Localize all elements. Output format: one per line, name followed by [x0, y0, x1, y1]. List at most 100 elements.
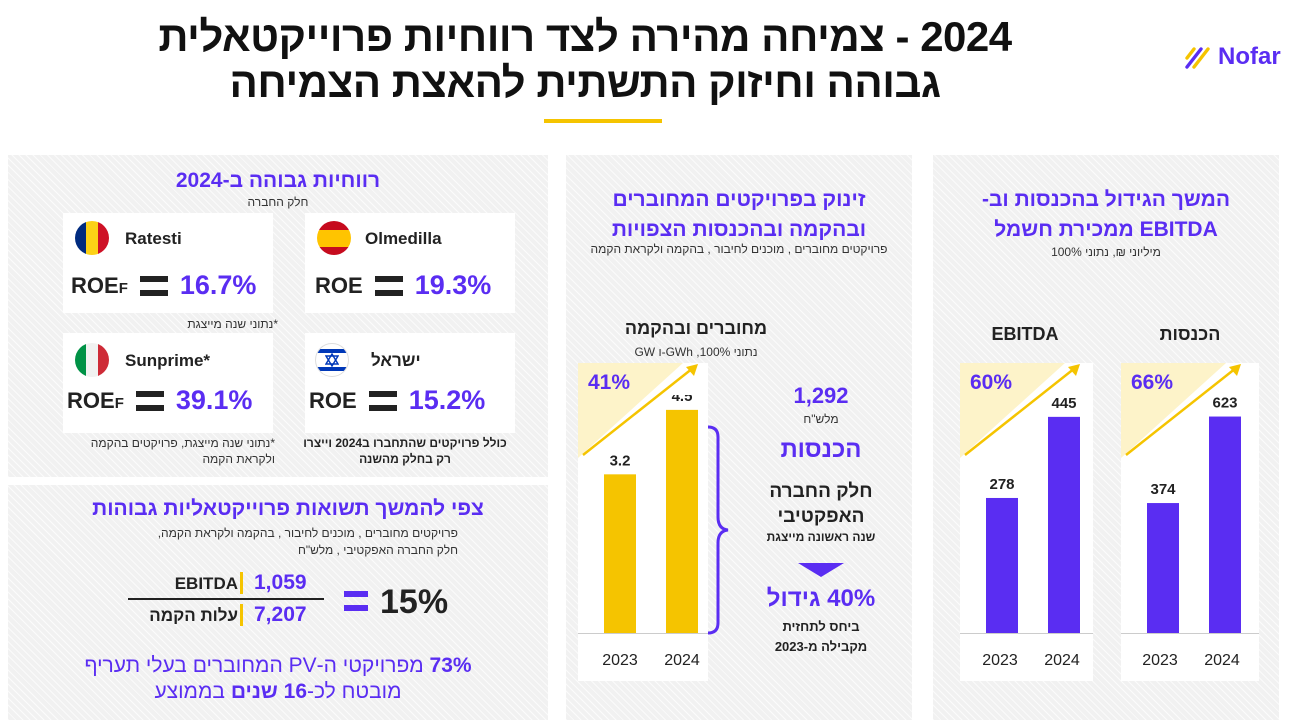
projects-value-label-2023: 3.2 — [610, 452, 631, 469]
title-underline — [544, 119, 662, 123]
projects-panel: זינוק בפרויקטים המחוברים ובהקמה ובהכנסות… — [566, 155, 912, 720]
ebitda-divider — [240, 572, 243, 594]
revenue-unit: מלש"ח — [803, 412, 839, 426]
note-israel: כולל פרויקטים שהתחברו ב2024 וייצרו רק בח… — [303, 436, 507, 466]
profitability-subtitle: חלק החברה — [247, 195, 309, 209]
roe-card-olmedilla: Olmedilla ROE 19.3% — [305, 213, 515, 313]
revenue-chart-title: הכנסות — [1159, 324, 1221, 344]
revenue-year-2023: 2023 — [1142, 652, 1178, 669]
revenues-title-line2: EBITDA ממכירת חשמל — [994, 218, 1218, 241]
share-note: שנה ראשונה מייצגת — [766, 530, 876, 544]
ebitda-baseline — [960, 633, 1093, 634]
roe-value-sunprime: 39.1% — [175, 385, 253, 415]
card-name-israel: ישראל — [371, 351, 421, 370]
revenue-bar-2023 — [1147, 503, 1179, 633]
ebitda-bar-2023 — [986, 497, 1018, 633]
roe-row-olmedilla: ROE 19.3% — [315, 270, 491, 301]
israel-flag-icon — [315, 343, 349, 377]
roe-card-sunprime: Sunprime* ROEF 39.1% — [63, 333, 273, 433]
projects-baseline — [578, 633, 708, 634]
spain-flag-icon — [317, 221, 351, 255]
note-ratesti: *נתוני שנה מייצגת — [187, 317, 278, 331]
equals-icon — [344, 591, 368, 611]
revenues-title: המשך הגידול בהכנסות וב- EBITDA ממכירת חש… — [933, 185, 1279, 245]
roe-card-ratesti: Ratesti ROEF 16.7% — [63, 213, 273, 313]
revenue-baseline — [1121, 633, 1259, 634]
returns-panel: צפי להמשך תשואות פרוייקטאליות גבוהות פרו… — [8, 485, 548, 720]
roe-label: ROE — [315, 272, 363, 298]
ebitda-chart-title: EBITDA — [991, 324, 1059, 344]
cost-label: עלות הקמה — [149, 606, 238, 625]
projects-bar-2024 — [666, 409, 698, 633]
ebitda-label: EBITDA — [174, 574, 238, 593]
growth-text: 40% גידול — [766, 585, 876, 612]
footer-line2-bold: 16 שנים — [230, 680, 308, 703]
projects-title-line1: זינוק בפרויקטים המחוברים — [612, 188, 866, 211]
revenues-title-line1: המשך הגידול בהכנסות וב- — [981, 188, 1231, 211]
equals-icon — [139, 275, 168, 296]
footer-pct: 73% — [429, 654, 472, 677]
ebitda-year-2024: 2024 — [1044, 652, 1080, 669]
returns-title: צפי להמשך תשואות פרוייקטאליות גבוהות — [92, 497, 484, 520]
revenue-value-label-2024: 623 — [1212, 395, 1237, 412]
return-ratio: 15% — [380, 583, 449, 621]
roe-row-israel: ROE 15.2% — [309, 385, 485, 416]
growth-note-line2: מקבילה מ-2023 — [774, 639, 868, 654]
company-share-line1: חלק החברה — [769, 481, 873, 502]
roe-value-olmedilla: 19.3% — [414, 270, 492, 300]
note-sunprime: *נתוני שנה מייצגת, פרויקטים בהקמה ולקראת… — [90, 436, 275, 466]
equals-icon — [368, 390, 397, 411]
returns-footer-line2: מובטח לכ-16 שנים בממוצע — [18, 679, 538, 705]
brace-icon — [707, 425, 729, 635]
card-name-olmedilla: Olmedilla — [365, 229, 442, 248]
roe-row-sunprime: ROEF 39.1% — [67, 385, 252, 416]
ebitda-growth-triangle — [960, 363, 1080, 458]
roe-value-israel: 15.2% — [408, 385, 486, 415]
page-title-line1: 2024 - צמיחה מהירה לצד רווחיות פרוייקטאל… — [158, 13, 1012, 60]
ebitda-year-2023: 2023 — [982, 652, 1018, 669]
roe-label: ROE — [309, 387, 357, 413]
footer-line2-post: בממוצע — [154, 680, 225, 703]
company-share: חלק החברה האפקטיבי — [736, 479, 906, 529]
revenue-value: 1,292 — [793, 383, 849, 408]
logo-text: Nofar — [1218, 43, 1281, 70]
revenue-bar-2024 — [1209, 416, 1241, 633]
roe-row-ratesti: ROEF 16.7% — [71, 270, 256, 301]
projects-bar-2023 — [604, 474, 636, 633]
projects-value-label-2024: 4.5 — [672, 395, 693, 405]
roe-card-israel: ישראל ROE 15.2% — [305, 333, 515, 433]
page-title-line2: גבוהה וחיזוק התשתית להאצת הצמיחה — [229, 59, 941, 106]
italy-flag-icon — [75, 343, 109, 377]
projects-chart-subtitle: נתוני 100%, GWh-ו GW — [634, 345, 758, 359]
company-share-line2: האפקטיבי — [777, 506, 865, 527]
roe-value-ratesti: 16.7% — [179, 270, 257, 300]
growth-note-line1: ביחס לתחזית — [782, 619, 860, 634]
revenue-growth-pct: 66% — [1131, 371, 1174, 394]
revenue-label: הכנסות — [780, 436, 862, 463]
projects-title: זינוק בפרויקטים המחוברים ובהקמה ובהכנסות… — [566, 185, 912, 245]
projects-year-2023: 2023 — [602, 652, 638, 669]
revenue-year-2024: 2024 — [1204, 652, 1240, 669]
romania-flag-icon — [75, 221, 109, 255]
projects-title-line2: ובהקמה ובהכנסות הצפויות — [611, 218, 867, 241]
card-name-sunprime: Sunprime* — [125, 351, 211, 370]
growth-note: ביחס לתחזית מקבילה מ-2023 — [736, 617, 906, 657]
cost-divider — [240, 604, 243, 626]
ebitda-bar-chart: 278 445 — [986, 395, 1080, 633]
profitability-panel: רווחיות גבוהה ב-2024 חלק החברה Ratesti R… — [8, 155, 548, 477]
equals-icon — [135, 390, 164, 411]
ebitda-value-label-2024: 445 — [1051, 395, 1076, 412]
card-name-ratesti: Ratesti — [125, 229, 182, 248]
projects-growth-triangle — [578, 363, 698, 458]
returns-subtitle: פרויקטים מחוברים , מוכנים לחיבור , בהקמה… — [157, 526, 458, 557]
down-arrow-icon — [798, 563, 844, 577]
projects-subtitle: פרויקטים מחוברים , מוכנים לחיבור , בהקמה… — [590, 242, 888, 256]
revenues-subtitle: מיליוני ₪, נתוני 100% — [1051, 245, 1161, 259]
fraction-line — [128, 598, 324, 600]
ebitda-bar-2024 — [1048, 416, 1080, 633]
returns-footer-line1: 73% מפרויקטי ה-PV המחוברים בעלי תעריף — [18, 653, 538, 679]
logo-mark-icon — [1185, 47, 1210, 69]
projects-bar-chart: 3.2 4.5 — [604, 395, 698, 633]
revenues-panel: המשך הגידול בהכנסות וב- EBITDA ממכירת חש… — [933, 155, 1279, 720]
revenue-bar-chart: 374 623 — [1147, 395, 1241, 633]
